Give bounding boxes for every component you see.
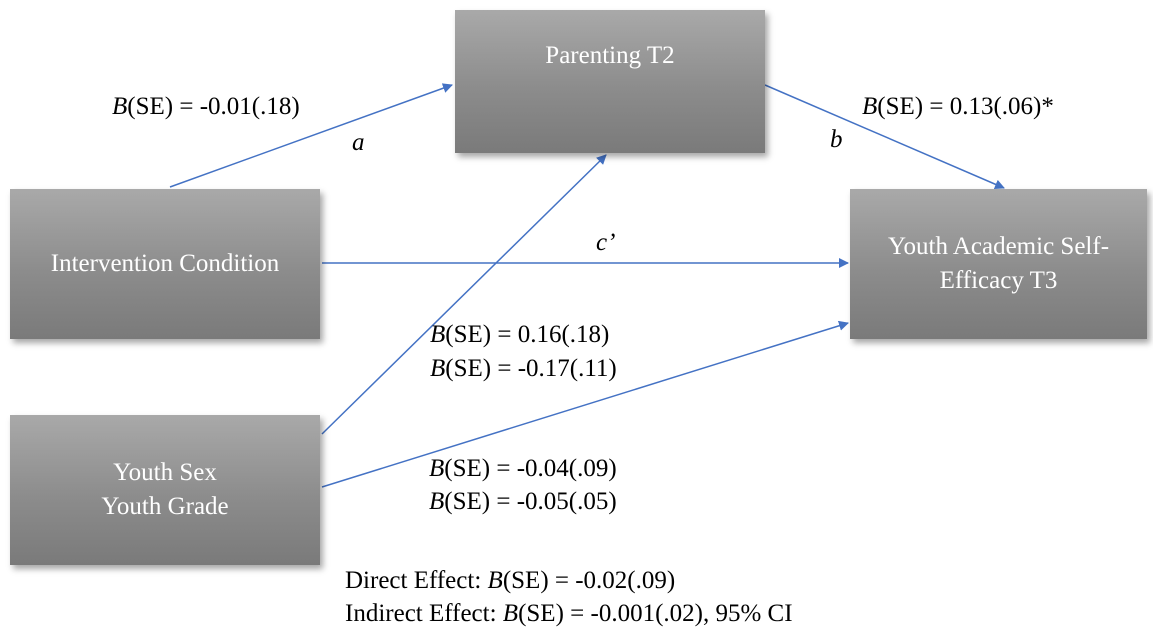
node-covariates: Youth Sex Youth Grade xyxy=(10,415,320,565)
node-youth-academic-self-efficacy: Youth Academic Self- Efficacy T3 xyxy=(850,189,1147,339)
path-a-arrow xyxy=(169,83,453,188)
node-outcome-line-2: Efficacy T3 xyxy=(939,267,1058,294)
path-a-letter: a xyxy=(352,129,365,156)
indirect-effect-text: Indirect Effect: B(SE) = -0.001(.02), 95… xyxy=(345,600,793,627)
covariates-to-outcome-coef-1: B(SE) = -0.04(.09) xyxy=(429,455,617,482)
path-b-letter: b xyxy=(830,126,843,153)
node-intervention-condition: Intervention Condition xyxy=(10,189,320,339)
direct-effect-text: Direct Effect: B(SE) = -0.02(.09) xyxy=(345,567,676,594)
node-covariates-line-2: Youth Grade xyxy=(101,493,229,520)
node-parenting-line-1: Parenting T2 xyxy=(545,41,675,69)
covariates-to-outcome-arrow xyxy=(321,320,849,488)
path-b-coefficient: B(SE) = 0.13(.06)* xyxy=(862,93,1054,120)
covariates-to-outcome-coef-2: B(SE) = -0.05(.05) xyxy=(429,488,617,515)
node-covariates-line-1: Youth Sex xyxy=(113,459,217,486)
node-intervention-line-1: Intervention Condition xyxy=(50,250,280,277)
path-b-arrow xyxy=(764,84,1005,190)
path-a-coefficient: B(SE) = -0.01(.18) xyxy=(112,93,300,120)
covariates-to-parenting-coef-1: B(SE) = 0.16(.18) xyxy=(430,321,610,348)
node-parenting-t2: Parenting T2 xyxy=(455,10,765,153)
path-c-letter: c’ xyxy=(596,229,616,256)
covariates-to-parenting-coef-2: B(SE) = -0.17(.11) xyxy=(430,355,617,382)
node-outcome-line-1: Youth Academic Self- xyxy=(887,233,1110,260)
covariates-to-parenting-arrow xyxy=(321,154,607,435)
